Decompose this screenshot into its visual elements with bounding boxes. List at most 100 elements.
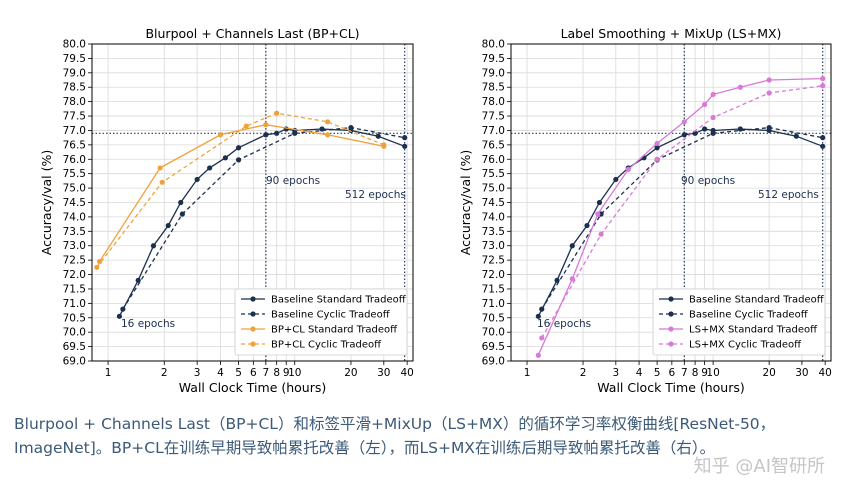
x-tick-label: 3	[612, 367, 619, 379]
legend: Baseline Standard Tradeoff Baseline Cycli…	[234, 288, 408, 356]
data-point	[710, 91, 716, 98]
y-tick-label: 74.5	[63, 197, 86, 209]
data-point	[766, 90, 772, 96]
series-line	[537, 128, 823, 317]
data-point	[596, 199, 603, 206]
y-tick-label: 78.5	[63, 82, 86, 94]
series-3	[94, 110, 387, 270]
chart-title: Label Smoothing + MixUp (LS+MX)	[561, 26, 782, 41]
y-tick-label: 78.5	[482, 82, 505, 94]
y-tick-label: 70.5	[63, 312, 86, 324]
y-tick-label: 69.5	[482, 341, 505, 353]
series-line	[122, 126, 405, 310]
x-tick-label: 9	[701, 367, 708, 379]
legend-marker	[250, 341, 256, 347]
y-tick-label: 79.0	[482, 67, 505, 79]
x-tick-label: 40	[818, 367, 831, 379]
y-tick-label: 69.0	[63, 356, 86, 368]
data-point	[654, 156, 660, 162]
y-axis-label: Accuracy/val (%)	[39, 150, 54, 255]
plot-frame	[510, 43, 832, 362]
series-1	[120, 124, 408, 312]
y-tick-label: 77.0	[63, 125, 86, 137]
data-point	[625, 166, 631, 172]
x-tick-label: 30	[377, 367, 390, 379]
data-point	[535, 352, 541, 358]
x-tick-label: 30	[795, 367, 808, 379]
legend-marker	[668, 326, 674, 332]
series-line	[541, 126, 823, 310]
x-tick-label: 40	[400, 367, 413, 379]
y-tick-label: 78.0	[63, 96, 86, 108]
annotation: 16 epochs	[537, 318, 591, 330]
data-point	[120, 306, 126, 312]
data-point	[402, 143, 408, 149]
y-tick-label: 78.0	[482, 96, 505, 108]
data-point	[766, 77, 772, 83]
annotation: 16 epochs	[121, 318, 175, 330]
y-tick-label: 70.5	[482, 312, 505, 324]
y-tick-label: 72.0	[482, 269, 505, 281]
data-point	[207, 165, 213, 171]
y-tick-label: 80.0	[482, 39, 505, 51]
series-3	[539, 83, 826, 341]
data-point	[654, 140, 660, 147]
y-tick-label: 71.0	[63, 298, 86, 310]
plot-frame	[91, 43, 414, 362]
y-tick-label: 77.5	[482, 111, 505, 123]
y-tick-label: 71.5	[63, 283, 86, 295]
legend-label: BP+CL Standard Tradeoff	[271, 325, 398, 336]
y-tick-label: 70.0	[63, 327, 86, 339]
legend-label: Baseline Standard Tradeoff	[689, 295, 825, 306]
data-point	[681, 132, 687, 138]
series-line	[96, 112, 385, 268]
data-point	[157, 165, 163, 171]
x-tick-label: 2	[580, 367, 587, 379]
legend-marker	[668, 341, 674, 347]
y-tick-label: 79.0	[63, 67, 86, 79]
data-point	[96, 258, 103, 265]
data-point	[554, 277, 560, 283]
y-tick-label: 75.0	[482, 183, 505, 195]
legend-label: Baseline Cyclic Tradeoff	[271, 310, 391, 321]
data-point	[159, 179, 165, 185]
legend-label: LS+MX Standard Tradeoff	[689, 325, 818, 336]
data-point	[820, 75, 826, 82]
data-point	[325, 119, 331, 125]
x-tick-label: 9	[283, 367, 290, 379]
x-tick-label: 7	[681, 367, 688, 379]
x-tick-label: 10	[288, 367, 301, 379]
x-tick-label: 6	[250, 367, 257, 379]
legend-label: Baseline Standard Tradeoff	[271, 295, 407, 306]
data-point	[217, 132, 224, 138]
y-tick-label: 71.0	[482, 298, 505, 310]
data-point	[654, 145, 660, 151]
charts-area: 69.0 69.5 70.0 70.5 71.0 71.5 72.0 72.5 73.0 73.5…	[39, 26, 832, 395]
y-tick-label: 72.0	[63, 269, 86, 281]
data-point	[165, 222, 171, 229]
legend-marker	[668, 296, 674, 302]
x-tick-label: 4	[636, 367, 643, 379]
series-line	[98, 124, 384, 262]
data-point	[135, 277, 141, 283]
y-tick-label: 72.5	[63, 255, 86, 267]
x-tick-label: 5	[654, 367, 661, 379]
x-axis-label: Wall Clock Time (hours)	[179, 380, 327, 395]
y-tick-label: 77.0	[482, 125, 505, 137]
annotation: 512 epochs	[758, 189, 819, 201]
x-axis-label: Wall Clock Time (hours)	[597, 380, 745, 395]
legend: Baseline Standard Tradeoff Baseline Cycli…	[652, 288, 826, 356]
data-point	[692, 130, 698, 136]
y-tick-label: 69.5	[63, 341, 86, 353]
figure-caption: Blurpool + Channels Last（BP+CL）和标签平滑+Mix…	[14, 415, 776, 457]
annotation: 90 epochs	[266, 175, 320, 187]
data-point	[235, 145, 242, 151]
watermark: 知乎 @AI智研所	[693, 456, 825, 477]
y-tick-label: 79.5	[482, 53, 505, 65]
data-point	[584, 222, 590, 229]
data-point	[820, 143, 826, 149]
series-2	[96, 122, 387, 265]
data-point	[235, 157, 242, 163]
y-tick-label: 75.5	[63, 168, 86, 180]
data-point	[737, 84, 743, 90]
